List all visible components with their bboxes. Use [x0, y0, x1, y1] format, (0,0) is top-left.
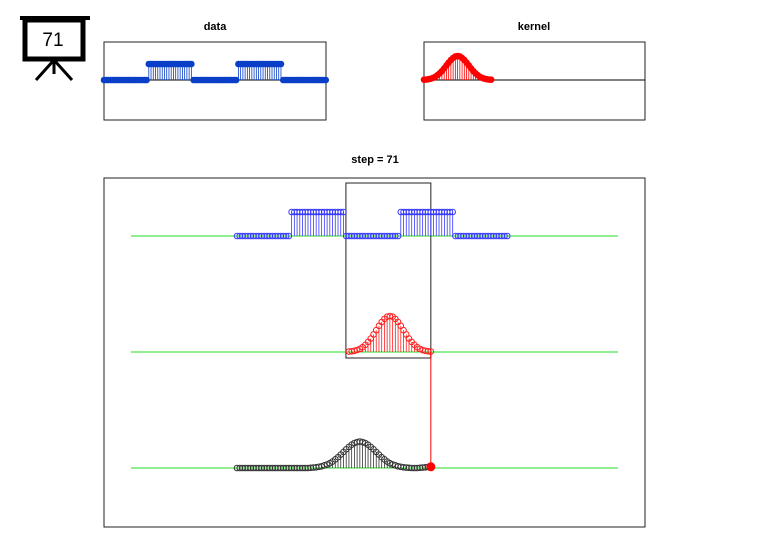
marker [188, 60, 195, 68]
chart-title: kernel [518, 21, 550, 33]
chart-title: data [204, 21, 228, 33]
step-label: 71 [42, 30, 63, 51]
marker [232, 76, 240, 84]
marker [503, 232, 511, 240]
icon-board [22, 17, 86, 62]
marker [345, 348, 353, 355]
chart-title: step = 71 [351, 154, 398, 166]
marker [392, 232, 399, 240]
marker [487, 76, 495, 83]
marker [501, 232, 508, 240]
marker [449, 208, 456, 216]
kernel-window [345, 182, 432, 359]
marker [277, 60, 285, 68]
marker [282, 232, 290, 240]
marker [386, 312, 394, 320]
marker [143, 76, 150, 84]
icon-leg [52, 58, 74, 82]
current-point [426, 462, 436, 472]
icon-leg [34, 58, 56, 82]
marker [322, 76, 330, 84]
step-icon: 71 [20, 16, 90, 82]
marker [340, 208, 347, 216]
marker [348, 347, 355, 355]
